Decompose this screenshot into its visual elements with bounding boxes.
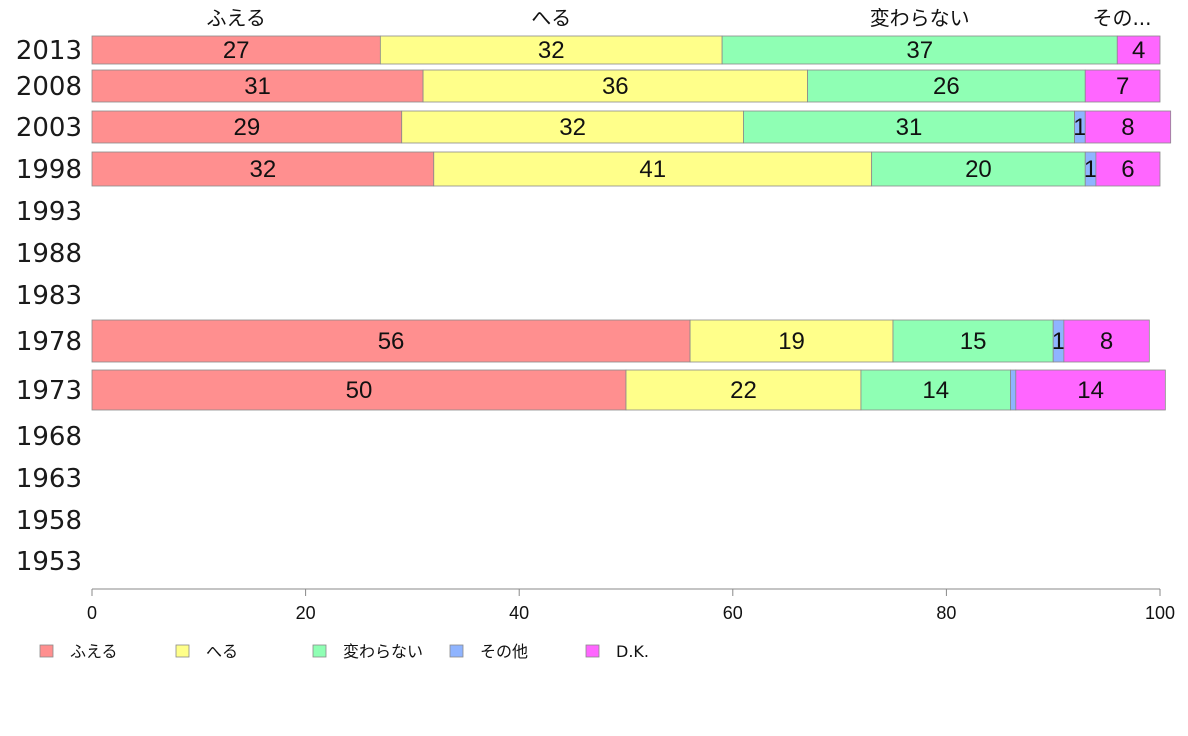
legend-label: ふえる bbox=[70, 642, 118, 661]
bar-segment bbox=[91, 369, 627, 411]
data-label: 31 bbox=[896, 114, 923, 141]
data-label: 20 bbox=[965, 156, 992, 183]
data-label: 27 bbox=[223, 37, 250, 64]
x-tick-label: 60 bbox=[723, 603, 743, 623]
data-label: 8 bbox=[1121, 114, 1134, 141]
bar-segment bbox=[1063, 319, 1150, 363]
legend-label: へる bbox=[206, 642, 238, 661]
data-label: 22 bbox=[730, 377, 757, 404]
legend-label: 変わらない bbox=[343, 642, 423, 661]
legend-swatch bbox=[39, 644, 54, 658]
year-label: 1963 bbox=[16, 464, 82, 494]
year-label: 2013 bbox=[16, 36, 82, 66]
bar-segment bbox=[1084, 110, 1172, 144]
data-label: 32 bbox=[538, 37, 565, 64]
year-label: 1973 bbox=[16, 376, 82, 406]
bar-segment bbox=[1095, 151, 1161, 187]
column-header: 変わらない bbox=[870, 6, 970, 30]
bar-segment bbox=[433, 151, 873, 187]
bar-segment bbox=[1084, 69, 1161, 103]
bar-segment bbox=[689, 319, 894, 363]
bar-segment bbox=[91, 151, 435, 187]
data-label: 6 bbox=[1121, 156, 1134, 183]
data-label: 36 bbox=[602, 73, 629, 100]
column-header: ふえる bbox=[206, 6, 265, 30]
bar-segment bbox=[91, 110, 403, 144]
year-label: 1998 bbox=[16, 155, 82, 185]
column-header: へる bbox=[531, 6, 571, 30]
year-label: 1968 bbox=[16, 422, 82, 452]
data-label: 31 bbox=[244, 73, 271, 100]
bar-segment bbox=[422, 69, 808, 103]
bar-segment bbox=[91, 69, 424, 103]
bar-segment bbox=[91, 35, 381, 65]
legend-swatch bbox=[312, 644, 327, 658]
year-label: 1958 bbox=[16, 506, 82, 536]
legend-swatch bbox=[585, 644, 600, 658]
legend-label: その他 bbox=[480, 642, 528, 661]
bar-segment bbox=[1015, 369, 1166, 411]
year-label: 1988 bbox=[16, 239, 82, 269]
x-tick-label: 40 bbox=[509, 603, 529, 623]
bar-segment bbox=[625, 369, 862, 411]
bar-segment bbox=[721, 35, 1118, 65]
year-label: 1983 bbox=[16, 281, 82, 311]
legend-swatch bbox=[175, 644, 190, 658]
bar-segment bbox=[1116, 35, 1161, 65]
data-label: 1 bbox=[1052, 328, 1065, 355]
data-label: 29 bbox=[234, 114, 261, 141]
data-label: 1 bbox=[1084, 156, 1097, 183]
data-label: 32 bbox=[559, 114, 586, 141]
column-header: その... bbox=[1092, 6, 1151, 30]
data-label: 14 bbox=[1077, 377, 1104, 404]
bar-segment bbox=[871, 151, 1086, 187]
year-label: 1953 bbox=[16, 547, 82, 577]
year-label: 2008 bbox=[16, 72, 82, 102]
legend-swatch bbox=[449, 644, 464, 658]
data-label: 37 bbox=[906, 37, 933, 64]
bar-segment bbox=[1010, 369, 1017, 411]
bar-segment bbox=[401, 110, 744, 144]
bar-segment bbox=[91, 319, 691, 363]
data-label: 1 bbox=[1073, 114, 1086, 141]
year-label: 2003 bbox=[16, 113, 82, 143]
year-label: 1993 bbox=[16, 197, 82, 227]
data-label: 50 bbox=[346, 377, 373, 404]
x-tick-label: 20 bbox=[296, 603, 316, 623]
data-label: 14 bbox=[922, 377, 949, 404]
data-label: 15 bbox=[960, 328, 987, 355]
year-label: 1978 bbox=[16, 327, 82, 357]
data-label: 7 bbox=[1116, 73, 1129, 100]
bar-segment bbox=[379, 35, 723, 65]
data-label: 26 bbox=[933, 73, 960, 100]
data-label: 8 bbox=[1100, 328, 1113, 355]
x-tick-label: 80 bbox=[936, 603, 956, 623]
data-label: 56 bbox=[378, 328, 405, 355]
data-label: 4 bbox=[1132, 37, 1145, 64]
bar-segment bbox=[860, 369, 1011, 411]
x-tick-label: 100 bbox=[1145, 603, 1175, 623]
legend-label: D.K. bbox=[616, 642, 649, 661]
data-label: 41 bbox=[639, 156, 666, 183]
data-label: 19 bbox=[778, 328, 805, 355]
bar-segment bbox=[892, 319, 1054, 363]
x-tick-label: 0 bbox=[87, 603, 97, 623]
bar-segment bbox=[807, 69, 1086, 103]
data-label: 32 bbox=[250, 156, 277, 183]
